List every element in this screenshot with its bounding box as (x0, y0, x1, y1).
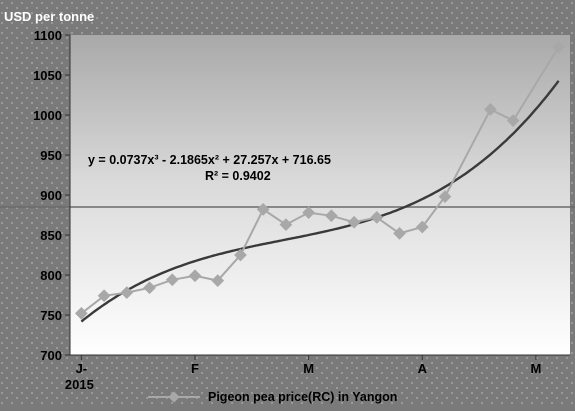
data-point (415, 220, 429, 234)
data-point (234, 248, 247, 262)
y-tick-label: 1000 (33, 108, 62, 123)
y-tick-label: 900 (40, 188, 62, 203)
data-point (143, 281, 156, 295)
legend-marker (168, 391, 180, 403)
data-point (165, 273, 179, 287)
data-point (211, 274, 225, 287)
trendline (80, 80, 560, 323)
y-tick-label: 700 (40, 348, 62, 363)
data-point (324, 209, 338, 223)
y-tick-label: 1100 (34, 28, 62, 43)
trendline-equation: y = 0.0737x³ - 2.1865x² + 27.257x + 716.… (88, 153, 331, 167)
data-point (484, 103, 497, 116)
y-tick-label: 750 (40, 308, 62, 323)
y-tick-label: 850 (40, 228, 62, 243)
y-tick-label: 800 (40, 268, 62, 283)
legend: Pigeon pea price(RC) in Yangon (148, 390, 397, 404)
data-point (302, 206, 316, 219)
legend-label: Pigeon pea price(RC) in Yangon (208, 390, 397, 404)
data-point (256, 203, 270, 216)
data-point (120, 286, 134, 299)
x-tick-label-year: 2015 (65, 377, 94, 392)
data-point (97, 289, 111, 303)
data-point (370, 211, 384, 224)
x-tick-label: F (191, 361, 199, 376)
data-point (438, 190, 452, 203)
data-point (74, 307, 88, 320)
plot-area (70, 35, 570, 355)
data-point (393, 227, 406, 240)
trendline-r2: R² = 0.9402 (205, 169, 271, 183)
x-tick-label: M (530, 361, 541, 376)
y-axis-title: USD per tonne (4, 9, 94, 24)
x-tick-label: A (418, 361, 428, 376)
y-tick-label: 950 (40, 148, 62, 163)
y-tick-label: 1050 (33, 68, 62, 83)
data-point (279, 218, 293, 231)
data-point (347, 215, 361, 229)
data-point (188, 269, 202, 283)
x-tick-label: J- (76, 361, 88, 376)
x-tick-label: M (303, 361, 314, 376)
